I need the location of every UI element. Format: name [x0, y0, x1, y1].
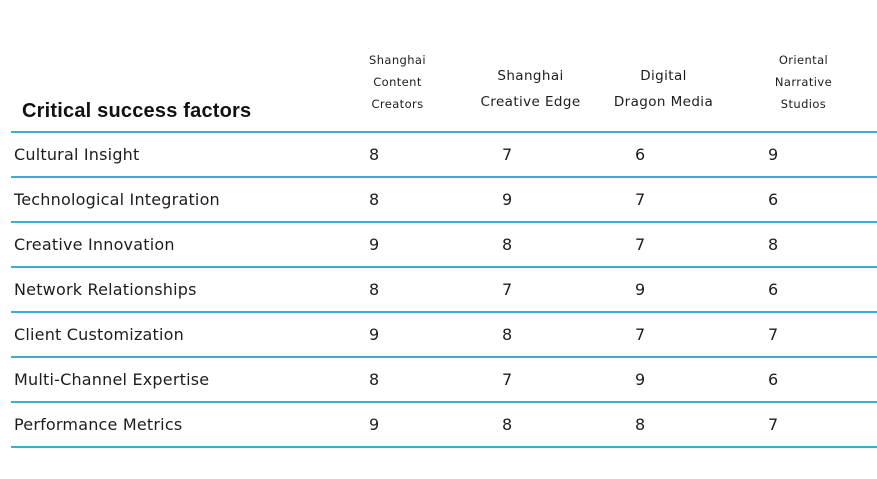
column-header-line: Content — [373, 75, 422, 89]
score-value: 6 — [768, 190, 779, 209]
factor-label: Creative Innovation — [14, 235, 175, 254]
column-header-digital-dragon-media: Digital Dragon Media — [597, 63, 730, 131]
score-value: 9 — [768, 145, 779, 164]
column-header-line: Dragon Media — [613, 94, 714, 110]
table-row: Multi-Channel Expertise 8 7 9 6 — [11, 358, 877, 403]
score-value: 7 — [635, 235, 646, 254]
factor-label: Cultural Insight — [14, 145, 140, 164]
score-value: 9 — [369, 325, 380, 344]
factor-label: Performance Metrics — [14, 415, 183, 434]
score-value: 8 — [502, 235, 513, 254]
score-value: 8 — [502, 415, 513, 434]
table-body: Cultural Insight 8 7 6 9 Technological Integr… — [11, 133, 877, 448]
column-header-line: Digital — [640, 68, 687, 84]
score-value: 7 — [768, 415, 779, 434]
score-value: 9 — [369, 235, 380, 254]
score-value: 8 — [369, 280, 380, 299]
score-value: 7 — [502, 370, 513, 389]
factor-label: Multi-Channel Expertise — [14, 370, 210, 389]
table-row: Creative Innovation 9 8 7 8 — [11, 223, 877, 268]
column-header-oriental-narrative-studios: Oriental Narrative Studios — [730, 49, 877, 131]
score-value: 8 — [502, 325, 513, 344]
column-header-line: Oriental — [778, 53, 829, 67]
table-row: Cultural Insight 8 7 6 9 — [11, 133, 877, 178]
factor-label: Technological Integration — [14, 190, 220, 209]
column-header-line: Shanghai — [369, 53, 426, 67]
factor-label: Network Relationships — [14, 280, 197, 299]
score-value: 7 — [502, 280, 513, 299]
score-value: 7 — [635, 325, 646, 344]
score-value: 6 — [768, 280, 779, 299]
table-row: Client Customization 9 8 7 7 — [11, 313, 877, 358]
column-header-line: Studios — [780, 97, 827, 111]
score-value: 8 — [369, 190, 380, 209]
table-row: Network Relationships 8 7 9 6 — [11, 268, 877, 313]
score-value: 7 — [635, 190, 646, 209]
comparison-table: Critical success factors Shanghai Content… — [11, 0, 877, 448]
column-header-line: Shanghai — [497, 68, 564, 84]
column-header-line: Creators — [371, 97, 424, 111]
score-value: 8 — [635, 415, 646, 434]
score-value: 9 — [635, 370, 646, 389]
column-header-line: Narrative — [774, 75, 833, 89]
score-value: 9 — [635, 280, 646, 299]
score-value: 7 — [768, 325, 779, 344]
score-value: 9 — [369, 415, 380, 434]
score-value: 8 — [768, 235, 779, 254]
table-row: Performance Metrics 9 8 8 7 — [11, 403, 877, 448]
score-value: 7 — [502, 145, 513, 164]
column-header-shanghai-content-creators: Shanghai Content Creators — [331, 49, 464, 131]
table-header-row: Critical success factors Shanghai Content… — [11, 0, 877, 133]
score-value: 8 — [369, 145, 380, 164]
table-row: Technological Integration 8 9 7 6 — [11, 178, 877, 223]
score-value: 6 — [768, 370, 779, 389]
factor-label: Client Customization — [14, 325, 184, 344]
score-value: 8 — [369, 370, 380, 389]
score-value: 9 — [502, 190, 513, 209]
column-header-shanghai-creative-edge: Shanghai Creative Edge — [464, 63, 597, 131]
column-header-line: Creative Edge — [480, 94, 581, 110]
page-title: Critical success factors — [22, 100, 252, 122]
score-value: 6 — [635, 145, 646, 164]
